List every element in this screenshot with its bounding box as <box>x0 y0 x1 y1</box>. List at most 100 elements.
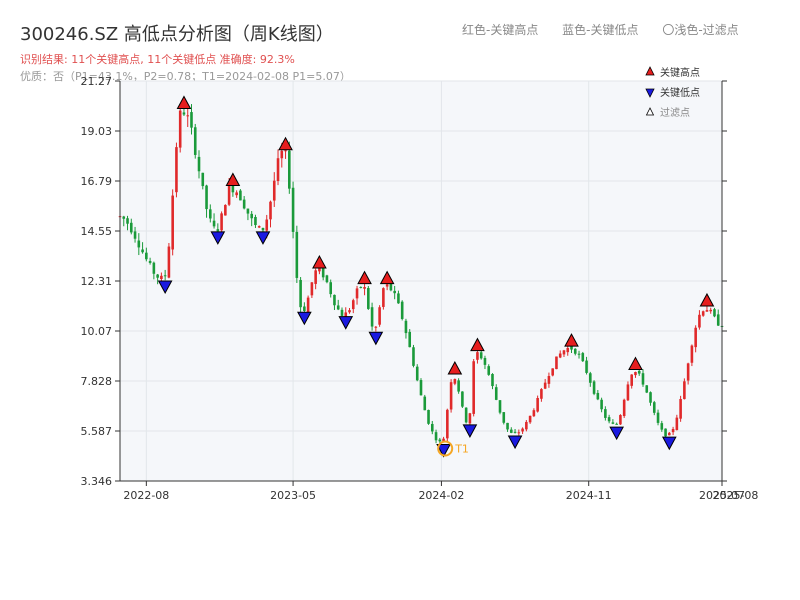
candle-body <box>446 409 449 439</box>
candle-body <box>333 294 336 306</box>
candle-body <box>479 352 483 359</box>
candle-body <box>525 421 528 430</box>
candle-body <box>276 158 280 181</box>
candle-body <box>521 428 524 432</box>
candle-body <box>604 409 607 418</box>
candle-body <box>694 327 697 348</box>
y-tick-label: 10.07 <box>81 325 113 338</box>
top-legend: 红色-关键高点 蓝色-关键低点 〇浅色-过滤点 <box>462 21 739 38</box>
candle-body <box>306 297 310 313</box>
candle-body <box>254 216 257 226</box>
candle-body <box>506 422 509 430</box>
candle-body <box>517 432 521 434</box>
y-tick-label: 12.31 <box>81 275 113 288</box>
candle-body <box>652 402 656 413</box>
x-tick-label: 2023-05 <box>270 489 316 502</box>
candle-body <box>566 348 570 353</box>
candle-body <box>596 392 600 400</box>
candle-body <box>220 213 223 231</box>
top-legend-light: 〇浅色-过滤点 <box>662 23 739 37</box>
candle-body <box>178 110 182 148</box>
key-low-marker <box>462 424 478 438</box>
legend-marker-low <box>645 88 655 98</box>
candle-body <box>427 409 430 424</box>
candle-body <box>656 412 660 423</box>
candle-body <box>468 413 472 424</box>
candle-body <box>641 373 645 385</box>
candle-body <box>261 227 265 231</box>
candle-body <box>167 246 171 278</box>
candle-body <box>686 363 690 381</box>
key-low-marker <box>338 316 354 330</box>
candle-body <box>675 417 679 431</box>
candle-body <box>607 417 611 422</box>
candle-body <box>577 353 581 355</box>
candle-body <box>340 309 344 316</box>
candle-body <box>438 439 442 442</box>
candle-body <box>637 370 641 374</box>
candle-body <box>336 305 340 310</box>
legend-marker-filtered <box>645 107 655 116</box>
key-high-marker <box>357 270 372 285</box>
candle-body <box>122 216 126 219</box>
t1-label: T1 <box>454 443 469 456</box>
candle-body <box>182 112 186 115</box>
candle-body <box>367 288 370 309</box>
y-tick-label: 16.79 <box>81 175 113 188</box>
candle-body <box>716 314 720 326</box>
y-tick-label: 21.27 <box>81 75 113 88</box>
candle-body <box>419 380 423 396</box>
candle-body <box>378 307 381 325</box>
candle-body <box>543 382 547 389</box>
key-low-marker <box>507 435 523 450</box>
candle-body <box>589 373 592 383</box>
candle-body <box>351 300 355 310</box>
key-high-marker <box>564 333 579 347</box>
candle-body <box>201 172 205 187</box>
candle-body <box>393 290 396 294</box>
candle-body <box>145 252 148 260</box>
candle-body <box>186 115 190 117</box>
candle-body <box>389 283 393 291</box>
candle-body <box>385 284 389 287</box>
candle-body <box>363 287 366 289</box>
candle-body <box>374 326 378 328</box>
candle-body <box>660 423 664 430</box>
legend-marker-high <box>645 66 655 76</box>
candle-body <box>634 371 637 376</box>
candle-body <box>487 366 491 375</box>
candle-body <box>491 373 494 387</box>
candle-body <box>318 267 321 272</box>
key-low-marker <box>157 280 173 294</box>
key-high-marker <box>278 136 293 151</box>
candle-body <box>321 265 325 278</box>
top-legend-blue: 蓝色-关键低点 <box>562 23 639 37</box>
x-tick-label: 2024-11 <box>566 489 612 502</box>
candle-body <box>382 288 385 307</box>
candle-body <box>476 352 479 360</box>
candle-body <box>310 282 314 296</box>
key-low-marker <box>436 444 451 458</box>
candle-body <box>344 312 348 318</box>
candle-body <box>461 391 464 407</box>
candle-body <box>536 398 539 412</box>
candle-body <box>216 229 220 232</box>
candle-body <box>133 231 137 239</box>
candle-body <box>502 412 506 423</box>
key-high-marker <box>176 95 192 109</box>
chart-title: 300246.SZ 高低点分析图（周K线图） <box>20 24 334 45</box>
candle-body <box>152 262 156 274</box>
y-tick-label: 5.587 <box>81 425 113 438</box>
candle-body <box>242 199 246 209</box>
key-high-marker <box>699 292 715 307</box>
candle-body <box>472 361 475 414</box>
candle-body <box>299 279 302 308</box>
candle-body <box>679 398 682 419</box>
candle-body <box>404 320 408 334</box>
candle-body <box>329 282 332 295</box>
candle-body <box>494 387 498 400</box>
candle-body <box>246 208 250 214</box>
candle-body <box>449 382 453 410</box>
candle-body <box>498 400 502 413</box>
